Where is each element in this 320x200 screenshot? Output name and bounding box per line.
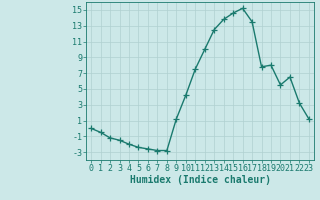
X-axis label: Humidex (Indice chaleur): Humidex (Indice chaleur) bbox=[130, 175, 270, 185]
